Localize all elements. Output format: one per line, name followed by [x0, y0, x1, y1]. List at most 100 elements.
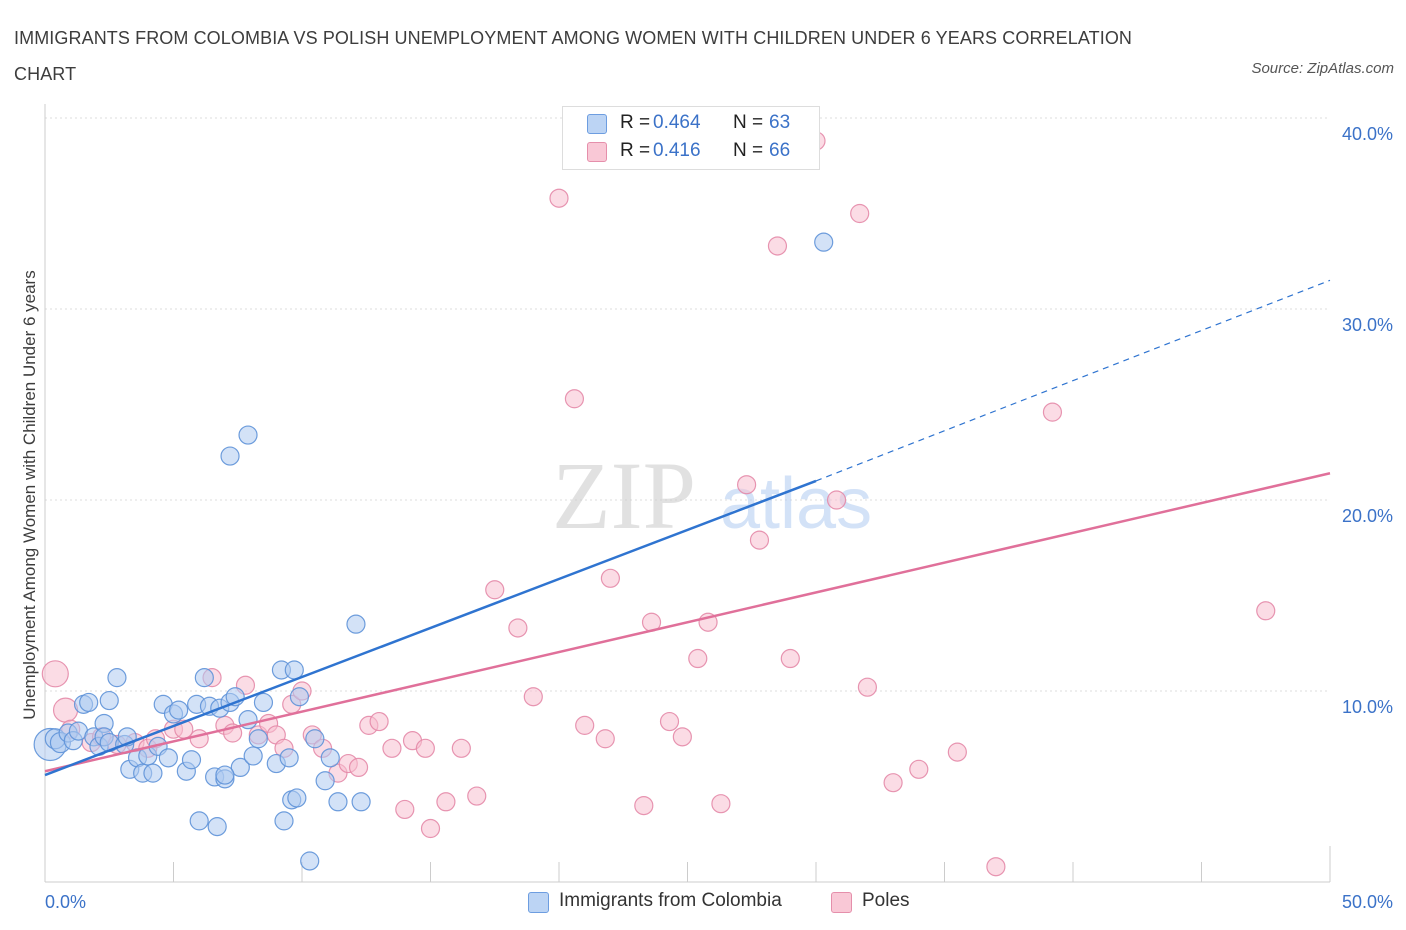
data-point — [158, 748, 178, 768]
data-point — [230, 757, 250, 778]
legend-swatch-pink — [587, 142, 607, 162]
series-colombia-points — [33, 232, 834, 871]
trend-lines — [44, 279, 1331, 777]
data-point — [508, 618, 528, 638]
data-point — [420, 818, 441, 839]
legend-label-poles: Poles — [862, 890, 910, 911]
x-tick-label-max: 50.0% — [1342, 892, 1393, 912]
legend-r-label: R = — [620, 140, 651, 161]
data-point — [315, 771, 335, 791]
legend-r-label: R = — [620, 112, 651, 133]
legend-swatch-blue — [587, 114, 607, 134]
data-point — [248, 729, 268, 749]
data-point — [238, 425, 258, 445]
data-point — [857, 677, 878, 697]
data-point — [749, 530, 770, 550]
data-point — [52, 697, 79, 723]
data-point — [300, 851, 320, 871]
data-point — [485, 580, 505, 600]
data-point — [220, 446, 240, 466]
data-point — [436, 792, 456, 812]
legend-swatch-blue — [528, 892, 549, 913]
data-point — [41, 660, 69, 688]
data-point — [328, 792, 348, 812]
data-point — [287, 788, 307, 808]
data-point — [382, 738, 402, 758]
legend-n-label: N = — [733, 140, 764, 161]
data-point — [780, 648, 800, 669]
data-point — [672, 727, 692, 747]
data-point — [107, 668, 127, 688]
data-point — [595, 729, 615, 749]
data-point — [289, 687, 310, 707]
data-point — [395, 799, 415, 820]
data-point — [688, 648, 708, 669]
data-point — [189, 729, 209, 749]
data-point — [575, 715, 595, 735]
data-point — [451, 738, 471, 758]
data-point — [279, 748, 299, 768]
y-tick-label: 10.0% — [1342, 697, 1393, 717]
data-point — [369, 711, 389, 732]
data-point — [79, 692, 99, 713]
data-point — [634, 795, 654, 816]
data-point — [243, 746, 263, 766]
legend-n-label: N = — [733, 112, 764, 133]
data-point — [351, 792, 371, 812]
data-point — [909, 759, 929, 779]
data-point — [320, 748, 340, 768]
data-point — [564, 389, 585, 409]
y-tick-label: 20.0% — [1342, 506, 1393, 526]
legend-n-value: 66 — [769, 140, 791, 161]
trend-line-colombia-extension — [815, 279, 1331, 482]
data-point — [659, 711, 680, 732]
data-point — [415, 738, 435, 758]
data-point — [986, 857, 1006, 877]
legend-n-value: 63 — [769, 112, 791, 133]
source-label: Source: ZipAtlas.com — [1251, 60, 1394, 77]
correlation-legend: R = 0.464 N = 63 R = 0.416 N = 66 — [562, 106, 820, 170]
data-point — [181, 750, 202, 770]
data-point — [1256, 601, 1276, 621]
data-point — [305, 729, 325, 749]
data-point — [523, 687, 543, 707]
data-point — [467, 786, 487, 806]
data-point — [143, 763, 163, 783]
data-point — [767, 236, 788, 256]
y-tick-label: 40.0% — [1342, 124, 1393, 144]
watermark-zip: ZIP — [552, 442, 696, 549]
data-point — [348, 757, 369, 778]
tick-labels: 10.0% 20.0% 30.0% 40.0% 0.0% 50.0% — [45, 124, 1393, 912]
data-point — [346, 614, 366, 634]
data-point — [814, 232, 834, 252]
legend-swatch-pink — [831, 892, 852, 913]
legend-r-value: 0.464 — [653, 112, 701, 133]
data-point — [194, 668, 214, 688]
data-point — [99, 690, 119, 711]
data-point — [737, 475, 757, 495]
data-point — [600, 568, 621, 588]
data-point — [549, 188, 569, 208]
y-tick-label: 30.0% — [1342, 315, 1393, 335]
chart-title: IMMIGRANTS FROM COLOMBIA VS POLISH UNEMP… — [14, 28, 1133, 84]
data-point — [189, 811, 209, 831]
data-point — [207, 817, 227, 837]
data-point — [883, 773, 903, 793]
data-point — [274, 811, 294, 831]
legend-r-value: 0.416 — [653, 140, 701, 161]
trend-line-poles — [44, 472, 1331, 773]
watermark: ZIP atlas — [552, 442, 872, 549]
x-tick-label-min: 0.0% — [45, 892, 86, 912]
data-point — [826, 490, 847, 510]
data-point — [169, 700, 189, 720]
data-point — [711, 794, 731, 814]
legend-label-colombia: Immigrants from Colombia — [559, 890, 782, 911]
data-point — [253, 692, 274, 713]
data-point — [947, 742, 967, 762]
data-point — [1042, 402, 1063, 422]
gridlines — [45, 117, 1330, 692]
trend-line-colombia — [44, 479, 817, 777]
data-point — [215, 765, 235, 785]
data-point — [850, 203, 870, 224]
